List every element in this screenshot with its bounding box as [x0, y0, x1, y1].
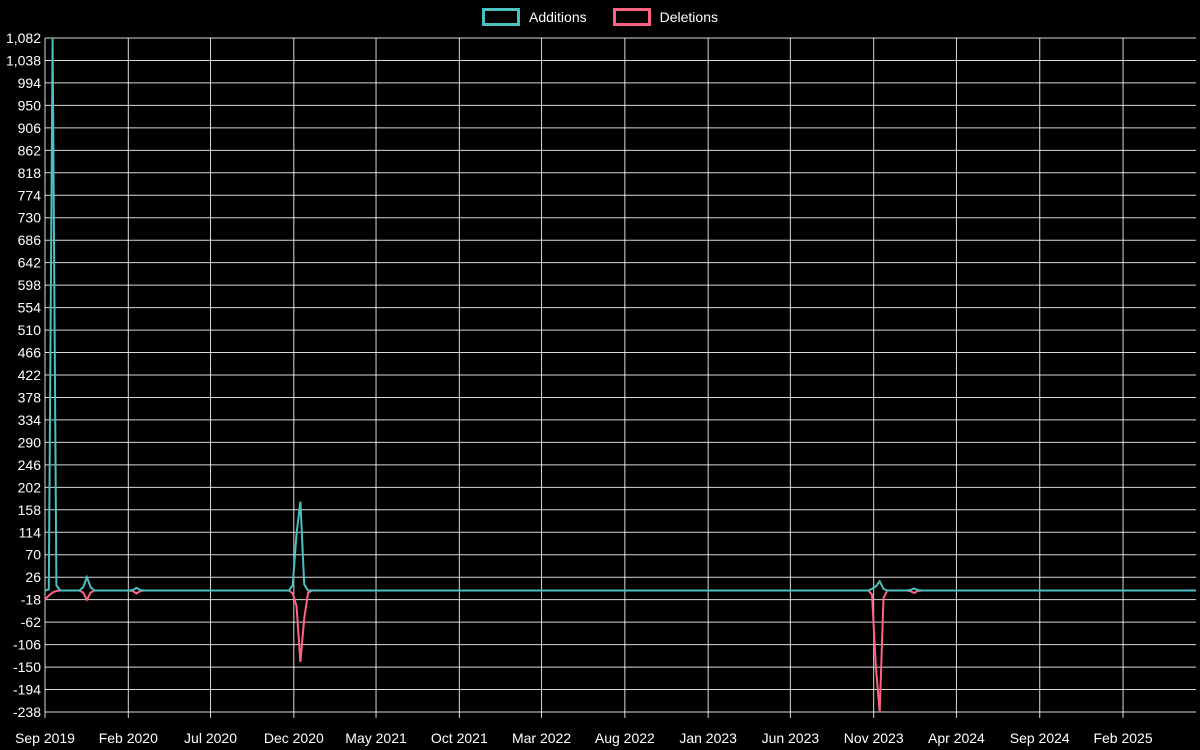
y-tick-label: 1,038: [6, 52, 41, 68]
additions-swatch-icon: [482, 8, 521, 26]
y-tick-label: 26: [25, 569, 41, 585]
x-tick-label: Apr 2024: [928, 730, 985, 746]
y-tick-label: 246: [18, 457, 42, 473]
y-tick-label: 422: [18, 367, 42, 383]
y-tick-label: 554: [18, 300, 42, 316]
series-line-additions: [44, 37, 1196, 592]
y-tick-label: -62: [21, 614, 41, 630]
y-tick-label: -106: [13, 637, 41, 653]
y-tick-label: 70: [25, 547, 41, 563]
y-tick-label: -194: [13, 682, 41, 698]
y-tick-label: 642: [18, 255, 42, 271]
x-tick-label: Aug 2022: [595, 730, 655, 746]
y-tick-label: 598: [18, 277, 42, 293]
y-tick-label: -18: [21, 592, 41, 608]
y-tick-label: 862: [18, 142, 42, 158]
x-tick-label: Sep 2019: [15, 730, 75, 746]
y-axis-tick-labels: 1,082 1,038 994 950 906 862 818 774 730 686 642 598…: [6, 30, 41, 720]
series-line-deletions: [44, 589, 1196, 713]
y-tick-label: 334: [18, 412, 42, 428]
y-tick-label: 686: [18, 232, 42, 248]
y-tick-label: 466: [18, 345, 42, 361]
legend-label-additions: Additions: [529, 9, 587, 25]
data-series-lines: [44, 37, 1196, 713]
legend-label-deletions: Deletions: [659, 9, 718, 25]
y-tick-label: 818: [18, 165, 42, 181]
y-tick-label: 378: [18, 389, 42, 405]
x-tick-label: Mar 2022: [512, 730, 571, 746]
y-tick-label: -238: [13, 704, 41, 720]
deletions-swatch-icon: [612, 8, 651, 26]
vertical-gridlines: [44, 38, 1124, 718]
x-tick-label: Feb 2025: [1093, 730, 1152, 746]
x-axis-tick-labels: Sep 2019 Feb 2020 Jul 2020 Dec 2020 May 2021…: [15, 730, 1153, 746]
y-tick-label: 994: [18, 75, 42, 91]
y-tick-label: 290: [18, 434, 42, 450]
legend-item-additions[interactable]: Additions: [482, 8, 587, 26]
y-tick-label: 1,082: [6, 30, 41, 46]
y-tick-label: 950: [18, 97, 42, 113]
x-tick-label: Jan 2023: [679, 730, 737, 746]
horizontal-gridlines: [45, 37, 1196, 713]
x-tick-label: Feb 2020: [99, 730, 158, 746]
y-tick-label: -150: [13, 659, 41, 675]
legend-item-deletions[interactable]: Deletions: [612, 8, 718, 26]
y-tick-label: 730: [18, 210, 42, 226]
y-tick-label: 774: [18, 187, 42, 203]
x-tick-label: Jul 2020: [184, 730, 237, 746]
chart-legend: Additions Deletions: [0, 8, 1200, 26]
x-tick-label: Jun 2023: [762, 730, 820, 746]
y-tick-label: 158: [18, 502, 42, 518]
x-tick-label: Oct 2021: [431, 730, 488, 746]
x-tick-label: Sep 2024: [1010, 730, 1070, 746]
x-tick-label: May 2021: [345, 730, 407, 746]
y-tick-label: 510: [18, 322, 42, 338]
y-tick-label: 906: [18, 120, 42, 136]
y-tick-label: 114: [19, 524, 42, 540]
y-tick-label: 202: [18, 479, 42, 495]
x-tick-label: Dec 2020: [264, 730, 324, 746]
x-tick-label: Nov 2023: [844, 730, 904, 746]
